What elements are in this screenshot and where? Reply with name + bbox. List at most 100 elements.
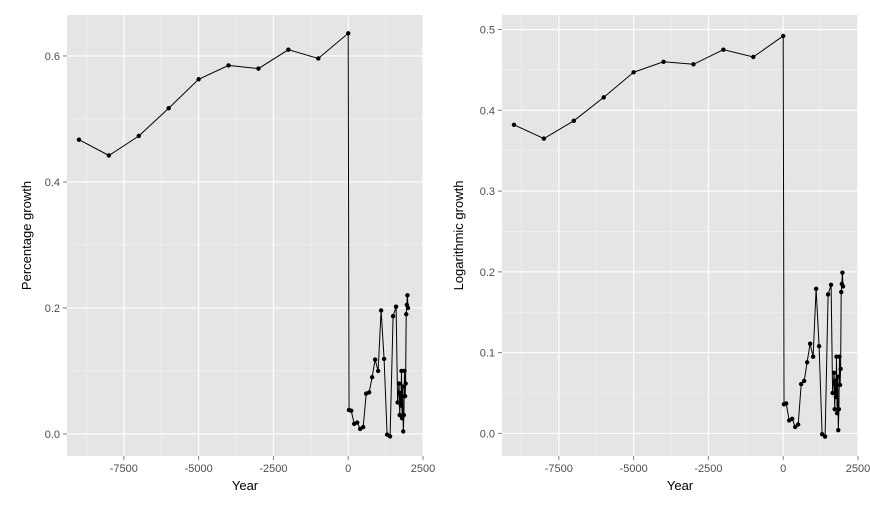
data-point — [838, 366, 843, 371]
data-point — [837, 382, 843, 388]
data-point — [836, 427, 841, 433]
data-point — [795, 422, 801, 427]
data-point — [819, 431, 825, 437]
data-point — [256, 66, 261, 71]
data-point — [833, 394, 839, 400]
data-point — [346, 31, 351, 36]
data-point — [401, 412, 407, 418]
x-tick-label: -5000 — [185, 463, 213, 475]
data-point — [836, 406, 842, 412]
data-point — [822, 434, 828, 439]
data-point — [810, 354, 816, 359]
data-point — [825, 292, 831, 297]
x-tick-label: 2500 — [411, 463, 435, 475]
y-tick-label: 0.0 — [480, 428, 495, 440]
y-tick-label: 0.0 — [45, 429, 60, 441]
x-tick-label: -7500 — [545, 463, 573, 475]
y-tick-label: 0.1 — [480, 348, 495, 360]
data-point — [372, 357, 378, 362]
data-point — [835, 374, 840, 380]
data-point — [792, 424, 798, 430]
data-point — [401, 429, 406, 434]
data-point — [839, 289, 844, 295]
data-point — [396, 381, 402, 386]
data-point — [571, 118, 576, 124]
data-point — [369, 375, 375, 380]
x-tick-label: -5000 — [620, 463, 648, 475]
data-point — [813, 286, 819, 292]
y-tick-label: 0.4 — [480, 105, 495, 117]
data-point — [804, 360, 810, 365]
data-point — [402, 368, 407, 374]
data-point — [834, 410, 840, 416]
data-point — [837, 354, 842, 359]
y-axis-title: Percentage growth — [19, 181, 34, 290]
data-point — [405, 305, 411, 311]
data-point — [832, 406, 837, 412]
data-point — [354, 420, 360, 425]
chart-percentage-growth: -7500 -5000 -2500 0 2500 0.0 0.2 0.4 0.6 Year Perc… — [19, 15, 435, 493]
data-point — [601, 95, 606, 100]
data-point — [349, 408, 354, 413]
y-tick-label: 0.2 — [45, 303, 60, 315]
data-point — [831, 370, 837, 376]
data-point — [381, 356, 387, 362]
data-point — [398, 403, 404, 408]
data-point — [106, 153, 112, 158]
data-point — [375, 368, 381, 374]
data-point — [136, 133, 141, 139]
data-point — [405, 293, 410, 298]
data-point — [403, 381, 408, 386]
data-point — [801, 378, 807, 384]
data-point — [404, 312, 409, 317]
data-point — [76, 137, 82, 142]
data-point — [798, 381, 804, 387]
data-point — [541, 136, 547, 141]
data-point — [400, 384, 405, 389]
data-point — [286, 47, 291, 52]
data-point — [661, 59, 666, 65]
data-point — [631, 70, 636, 75]
x-tick-label: -2500 — [259, 463, 287, 475]
x-axis-title: Year — [667, 478, 694, 493]
plot-panel — [67, 15, 423, 456]
data-point — [393, 304, 399, 309]
data-point — [387, 434, 393, 439]
data-point — [390, 313, 396, 319]
data-point — [840, 284, 846, 289]
data-point — [378, 308, 384, 313]
y-axis-title: Logarithmic growth — [451, 181, 466, 291]
x-tick-label: 0 — [780, 463, 786, 475]
data-point — [196, 77, 201, 82]
y-tick-label: 0.6 — [45, 51, 60, 63]
data-point — [402, 393, 408, 399]
data-point — [781, 33, 786, 39]
data-point — [166, 106, 171, 111]
y-tick-label: 0.4 — [45, 177, 60, 189]
x-tick-label: 2500 — [846, 463, 870, 475]
data-point — [828, 282, 834, 287]
chart-logarithmic-growth: -7500 -5000 -2500 0 2500 0.0 0.1 0.2 0.3 0.4 0.5 Ye… — [451, 15, 870, 493]
y-tick-label: 0.3 — [480, 186, 495, 198]
data-point — [784, 401, 789, 406]
data-point — [721, 47, 726, 52]
y-tick-label: 0.5 — [480, 25, 495, 37]
data-point — [789, 416, 795, 422]
x-axis-title: Year — [232, 478, 259, 493]
data-point — [816, 343, 822, 349]
plot-panel — [502, 15, 858, 456]
data-point — [397, 412, 402, 418]
data-point — [226, 63, 231, 68]
x-tick-label: 0 — [345, 463, 351, 475]
x-tick-label: -7500 — [110, 463, 138, 475]
x-tick-label: -2500 — [694, 463, 722, 475]
data-point — [366, 390, 372, 395]
data-point — [395, 400, 400, 405]
data-point — [833, 378, 838, 384]
data-point — [830, 390, 835, 396]
data-point — [807, 341, 813, 346]
y-tick-label: 0.2 — [480, 267, 495, 279]
data-point — [360, 424, 366, 430]
data-point — [398, 390, 403, 396]
data-point — [840, 270, 845, 275]
